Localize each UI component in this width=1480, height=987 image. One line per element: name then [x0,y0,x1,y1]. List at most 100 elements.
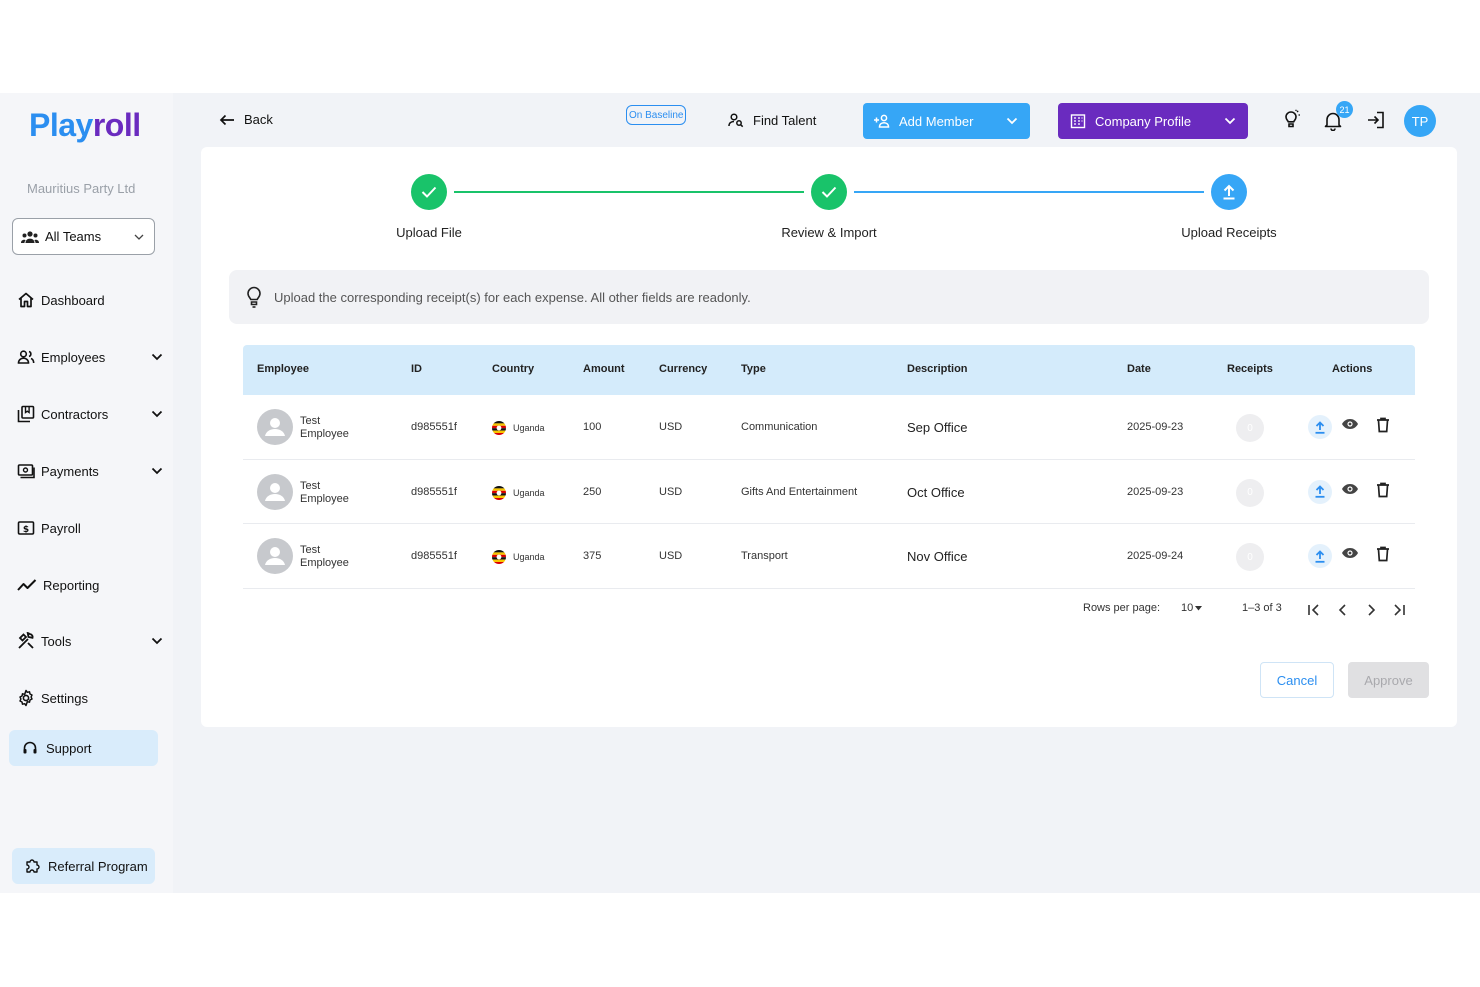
logout-icon[interactable] [1366,110,1386,130]
chevron-down-icon[interactable] [151,637,163,645]
eye-icon[interactable] [1341,482,1359,496]
column-header-date[interactable]: Date [1127,363,1151,375]
cancel-button[interactable]: Cancel [1260,662,1334,698]
chevron-down-icon[interactable] [1224,117,1236,125]
column-header-type[interactable]: Type [741,363,766,375]
playroll-logo[interactable]: Playroll [29,107,141,144]
step-connector-1 [454,191,804,193]
sidebar-item-employees[interactable]: Employees [17,345,163,369]
sidebar-item-payroll[interactable]: $ Payroll [17,516,163,540]
eye-icon[interactable] [1341,546,1359,560]
upload-icon [1223,184,1235,200]
company-profile-label: Company Profile [1095,113,1192,129]
home-icon [18,292,34,308]
upload-icon [1315,420,1325,434]
chevron-down-icon [134,234,144,240]
trash-icon[interactable] [1376,417,1390,433]
person-icon [265,418,285,436]
building-icon [1070,114,1086,129]
info-banner-text: Upload the corresponding receipt(s) for … [274,289,751,305]
chevron-down-icon[interactable] [151,410,163,418]
add-member-button[interactable]: Add Member [863,103,1030,139]
employee-avatar [257,473,293,510]
cell-date: 2025-09-23 [1127,421,1184,433]
app-shell: Playroll Mauritius Party Ltd All Teams D… [0,93,1480,893]
team-select-value: All Teams [45,229,102,244]
approve-button[interactable]: Approve [1348,662,1429,698]
person-icon [265,547,285,565]
upload-receipt-button[interactable] [1308,479,1332,504]
add-member-label: Add Member [899,113,974,129]
sidebar-item-label: Tools [41,633,72,649]
column-header-description[interactable]: Description [907,363,968,375]
logo-text-roll: roll [92,107,141,143]
sidebar-item-settings[interactable]: Settings [17,686,163,710]
column-header-actions: Actions [1332,363,1373,375]
sidebar-item-reporting[interactable]: Reporting [17,573,163,597]
column-header-amount[interactable]: Amount [583,363,625,375]
sidebar-item-label: Settings [41,690,88,706]
find-talent-button[interactable]: Find Talent [728,112,816,128]
next-page-icon[interactable] [1365,603,1377,617]
trend-icon [17,579,37,591]
user-avatar[interactable]: TP [1404,105,1436,137]
gear-icon [19,689,33,707]
pagination-range: 1–3 of 3 [1242,602,1282,614]
bell-icon[interactable] [1324,111,1342,131]
back-button[interactable]: Back [219,112,273,127]
sidebar-item-label: Contractors [41,406,109,422]
trash-icon[interactable] [1376,546,1390,562]
referral-program-button[interactable]: Referral Program [12,848,155,884]
trash-icon[interactable] [1376,482,1390,498]
lightbulb-icon[interactable] [1280,109,1302,131]
employee-avatar [257,538,293,574]
column-header-id[interactable]: ID [411,363,422,375]
rows-per-page-select[interactable]: 10 [1181,602,1203,614]
chevron-down-icon[interactable] [151,467,163,475]
headset-icon [23,741,37,754]
sidebar-item-dashboard[interactable]: Dashboard [17,288,163,312]
sidebar-item-label: Payroll [41,520,81,536]
uganda-flag-icon [492,421,506,435]
chevron-down-icon[interactable] [1006,117,1018,125]
sidebar-item-contractors[interactable]: Contractors [17,402,163,426]
cell-description: Nov Office [907,549,968,564]
arrow-left-icon [219,114,234,125]
sidebar-item-tools[interactable]: Tools [17,629,163,653]
uganda-flag-icon [492,485,506,500]
sidebar-item-label: Employees [41,349,106,365]
first-page-icon[interactable] [1307,603,1321,617]
last-page-icon[interactable] [1392,603,1406,617]
sidebar-item-support[interactable]: Support [9,730,158,766]
cell-currency: USD [659,550,683,562]
add-person-icon [874,114,890,128]
cell-id: d985551f [411,485,457,498]
column-header-currency[interactable]: Currency [659,363,708,375]
upload-icon [1315,549,1325,563]
step-3-indicator [1211,174,1247,210]
sidebar-item-payments[interactable]: Payments [17,459,163,483]
cell-currency: USD [659,485,683,498]
upload-receipts-card: Upload File Review & Import Upload Recei… [201,147,1457,727]
sidebar-item-label: Payments [41,463,99,479]
team-select[interactable]: All Teams [12,218,155,255]
upload-receipt-button[interactable] [1308,415,1332,439]
column-header-receipts[interactable]: Receipts [1227,363,1273,375]
eye-icon[interactable] [1341,417,1359,431]
column-header-employee[interactable]: Employee [257,363,309,375]
sidebar-item-label: Reporting [43,577,100,593]
svg-text:$: $ [23,525,29,535]
puzzle-icon [26,859,40,873]
step-1-label: Upload File [396,225,462,240]
payments-icon [17,464,35,479]
logo-text-play: Play [29,107,93,143]
find-talent-label: Find Talent [753,112,817,128]
upload-receipt-button[interactable] [1308,544,1332,568]
employee-avatar [257,409,293,445]
chevron-down-icon[interactable] [151,353,163,361]
previous-page-icon[interactable] [1337,603,1349,617]
column-header-country[interactable]: Country [492,363,535,375]
company-profile-button[interactable]: Company Profile [1058,103,1248,139]
rows-per-page-value: 10 [1181,602,1194,614]
cell-amount: 250 [583,485,602,498]
